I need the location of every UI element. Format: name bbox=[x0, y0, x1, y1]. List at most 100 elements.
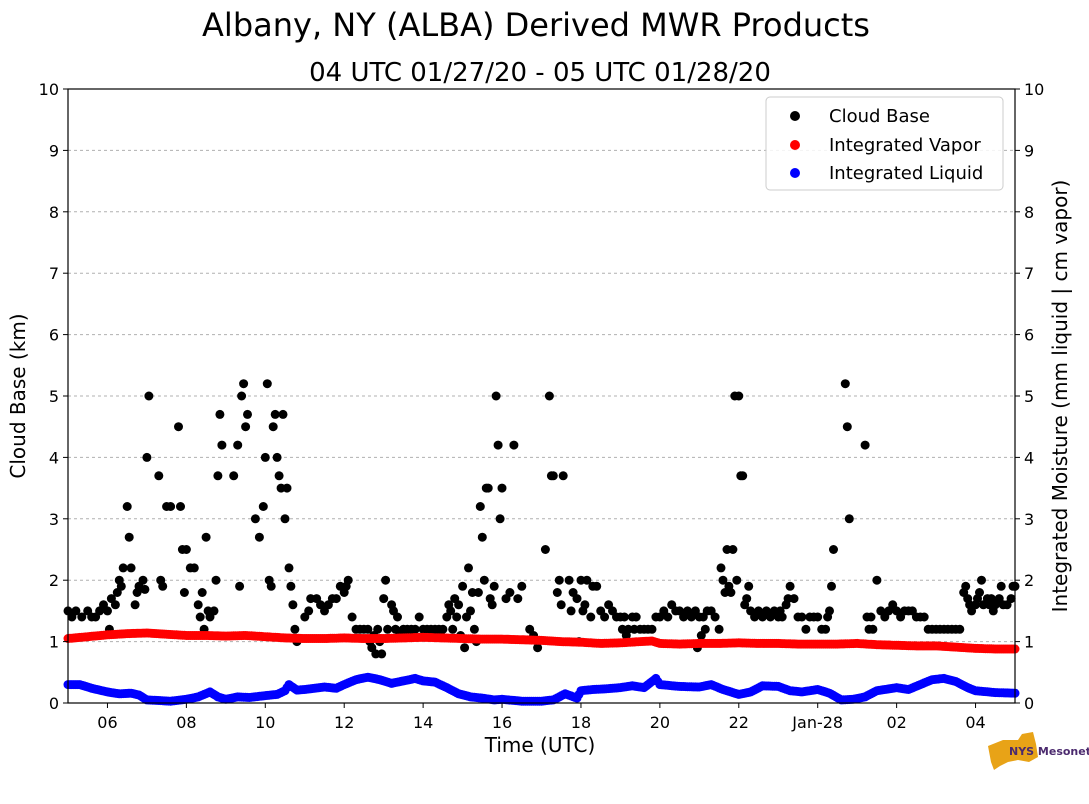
cloud-base-point bbox=[821, 624, 831, 634]
cloud-base-point bbox=[110, 600, 120, 610]
cloud-base-point bbox=[744, 581, 754, 591]
cloud-base-point bbox=[144, 391, 154, 401]
cloud-base-point bbox=[592, 581, 602, 591]
cloud-base-point bbox=[71, 606, 81, 616]
cloud-base-point bbox=[464, 563, 473, 573]
cloud-base-point bbox=[197, 588, 207, 597]
cloud-base-point bbox=[517, 581, 527, 591]
cloud-base-point bbox=[564, 575, 574, 585]
x-tick-label: 18 bbox=[571, 713, 591, 732]
chart-title: Albany, NY (ALBA) Derived MWR Products bbox=[202, 6, 870, 44]
y-tick-label: 7 bbox=[49, 264, 59, 283]
cloud-base-point bbox=[825, 606, 834, 616]
cloud-base-point bbox=[458, 581, 468, 591]
cloud-base-point bbox=[477, 532, 487, 542]
cloud-base-point bbox=[243, 409, 252, 419]
cloud-base-point bbox=[460, 643, 470, 653]
cloud-base-point bbox=[381, 575, 391, 585]
cloud-base-point bbox=[272, 452, 282, 462]
cloud-base-point bbox=[193, 600, 203, 610]
data-points bbox=[63, 379, 1020, 706]
cloud-base-point bbox=[619, 612, 629, 622]
y-tick-label: 6 bbox=[49, 326, 59, 345]
cloud-base-point bbox=[479, 575, 489, 585]
cloud-base-point bbox=[785, 581, 795, 591]
cloud-base-point bbox=[274, 471, 284, 481]
legend: Cloud Base Integrated Vapor Integrated L… bbox=[765, 96, 1004, 191]
cloud-base-point bbox=[919, 612, 929, 622]
cloud-base-point bbox=[217, 440, 227, 450]
y2-tick-label: 8 bbox=[1024, 203, 1034, 222]
cloud-base-point bbox=[801, 624, 811, 634]
cloud-base-point bbox=[469, 624, 479, 634]
cloud-base-point bbox=[495, 514, 505, 524]
cloud-base-point bbox=[158, 581, 168, 591]
y-tick-label: 3 bbox=[49, 510, 59, 529]
cloud-base-point bbox=[124, 532, 134, 542]
cloud-base-point bbox=[452, 612, 462, 622]
cloud-base-point bbox=[288, 600, 298, 610]
ny-state-shape-icon bbox=[988, 732, 1038, 770]
cloud-base-point bbox=[154, 471, 164, 481]
cloud-base-point bbox=[813, 612, 823, 622]
cloud-base-point bbox=[260, 452, 270, 462]
cloud-base-point bbox=[179, 588, 189, 597]
cloud-base-point bbox=[734, 391, 744, 401]
cloud-base-point bbox=[383, 624, 393, 634]
grid-lines bbox=[68, 149, 1015, 643]
legend-label-integrated-liquid: Integrated Liquid bbox=[829, 163, 983, 184]
x-tick-label: Jan-28 bbox=[791, 713, 843, 732]
cloud-base-point bbox=[475, 502, 485, 511]
cloud-base-point bbox=[254, 532, 264, 542]
cloud-base-point bbox=[493, 440, 503, 450]
cloud-base-point bbox=[509, 440, 519, 450]
y-tick-label: 8 bbox=[49, 203, 59, 222]
y-tick-label: 10 bbox=[39, 80, 59, 99]
cloud-base-point bbox=[211, 575, 221, 585]
legend-label-cloud-base: Cloud Base bbox=[829, 106, 930, 127]
cloud-base-point bbox=[304, 606, 314, 616]
y-tick-label: 1 bbox=[49, 633, 59, 652]
x-tick-label: 14 bbox=[413, 713, 433, 732]
cloud-base-point bbox=[176, 502, 185, 511]
cloud-base-point bbox=[438, 624, 448, 634]
y2-tick-label: 10 bbox=[1024, 80, 1044, 99]
cloud-base-point bbox=[483, 483, 493, 493]
cloud-base-point bbox=[241, 422, 251, 432]
cloud-base-point bbox=[829, 545, 838, 554]
cloud-base-point bbox=[716, 563, 726, 573]
cloud-base-point bbox=[548, 471, 558, 481]
cloud-base-point bbox=[122, 502, 132, 511]
cloud-base-point bbox=[235, 581, 245, 591]
cloud-base-point bbox=[505, 588, 515, 597]
cloud-base-point bbox=[580, 600, 590, 610]
x-tick-label: 06 bbox=[97, 713, 117, 732]
cloud-base-point bbox=[393, 612, 402, 622]
cloud-base-point bbox=[860, 440, 870, 450]
x-tick-label: 02 bbox=[886, 713, 906, 732]
cloud-base-point bbox=[710, 612, 720, 622]
x-tick-label: 22 bbox=[729, 713, 749, 732]
cloud-base-point bbox=[866, 612, 876, 622]
cloud-base-point bbox=[582, 575, 592, 585]
cloud-base-point bbox=[473, 588, 483, 597]
legend-marker-integrated-liquid bbox=[790, 168, 800, 178]
cloud-base-point bbox=[347, 612, 357, 622]
cloud-base-point bbox=[239, 379, 249, 389]
y2-tick-label: 9 bbox=[1024, 141, 1034, 160]
cloud-base-point bbox=[554, 575, 564, 585]
cloud-base-point bbox=[142, 452, 152, 462]
y-tick-label: 2 bbox=[49, 571, 59, 590]
cloud-base-point bbox=[466, 606, 475, 616]
cloud-base-point bbox=[282, 483, 292, 493]
cloud-base-point bbox=[497, 483, 507, 493]
cloud-base-point bbox=[126, 563, 136, 573]
cloud-base-point bbox=[138, 575, 148, 585]
cloud-base-point bbox=[844, 514, 854, 524]
x-tick-label: 04 bbox=[965, 713, 985, 732]
cloud-base-point bbox=[718, 575, 728, 585]
cloud-base-point bbox=[700, 624, 710, 634]
cloud-base-point bbox=[647, 624, 657, 634]
cloud-base-point bbox=[278, 409, 288, 419]
cloud-base-point bbox=[286, 581, 296, 591]
